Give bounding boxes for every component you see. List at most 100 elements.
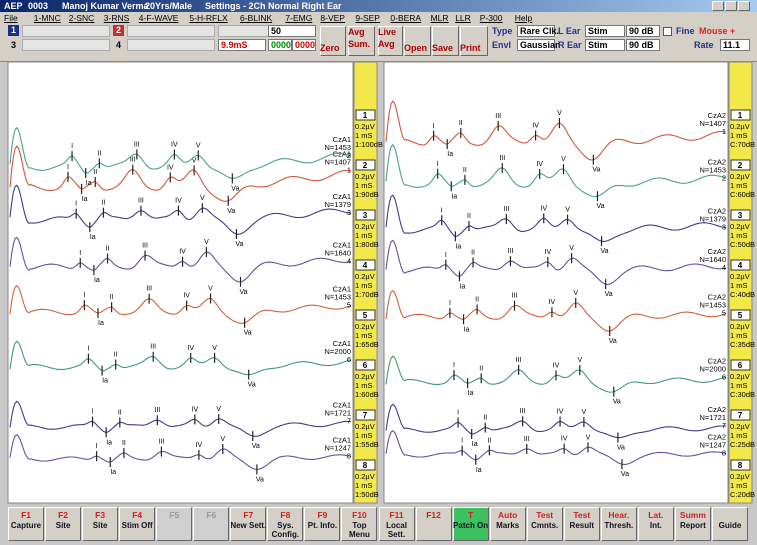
button-label[interactable]: Sum. (348, 39, 371, 49)
trace-label: N=1640 (700, 255, 726, 264)
function-key[interactable] (452, 507, 489, 541)
function-key[interactable] (8, 507, 45, 541)
menu-item[interactable]: 3-RNS (103, 13, 130, 23)
peak-label: V (573, 290, 578, 297)
label: Rate (694, 40, 714, 50)
channel-number-box (355, 459, 376, 471)
function-key[interactable] (193, 507, 230, 541)
peak-label: Ia (90, 234, 96, 241)
close-button[interactable] (738, 1, 750, 11)
peak-label: I (79, 250, 81, 257)
scale-text: 1 mS (730, 231, 748, 240)
menu-item[interactable]: LLR (455, 13, 471, 23)
channel-indicator[interactable]: 3 (10, 40, 16, 50)
menu-item[interactable]: 1-MNC (33, 13, 61, 23)
scale-text: 1 mS (730, 131, 748, 140)
peak-label: I (437, 161, 439, 168)
maximize-button[interactable] (725, 1, 737, 11)
menu-item[interactable]: 8-VEP (320, 13, 345, 23)
function-key[interactable] (119, 507, 156, 541)
button-label[interactable]: Live (378, 27, 397, 37)
button-label[interactable]: Avg (378, 39, 395, 49)
menu-bar (0, 12, 757, 24)
button-label[interactable]: Avg (348, 27, 365, 37)
menu-item[interactable]: 0-BERA (390, 13, 422, 23)
peak-label: Va (621, 471, 629, 478)
menu-item[interactable]: 2-SNC (68, 13, 95, 23)
peak-label: II (471, 249, 475, 256)
scale-column (728, 62, 753, 504)
function-key[interactable] (489, 507, 526, 541)
menu-item[interactable]: 5-H-RFLX (189, 13, 228, 23)
trace-panel (7, 62, 354, 504)
function-key[interactable] (637, 507, 674, 541)
function-key[interactable] (304, 507, 341, 541)
field: 50 (268, 25, 316, 37)
button-label[interactable]: Save (432, 43, 454, 53)
toolbar-button[interactable] (460, 26, 488, 56)
scale-text: 0.2µV (355, 422, 375, 431)
menu-item[interactable]: 7-EMG (285, 13, 313, 23)
peak-label: IV (171, 141, 178, 148)
peak-label: IV (196, 442, 203, 449)
trace-label: 5 (347, 301, 351, 310)
waveform (385, 100, 727, 161)
channel-number-box (730, 209, 751, 221)
title-text: 0003 (28, 1, 49, 11)
trace-label: 3 (347, 208, 351, 217)
menu-item[interactable]: 6-BLINK (240, 13, 273, 23)
channel-indicator[interactable]: 2 (113, 25, 124, 36)
peak-label: V (561, 156, 566, 163)
trace-label: 6 (722, 372, 726, 381)
peak-label: IV (540, 205, 547, 212)
function-key-label: Top Menu (349, 521, 370, 539)
menu-item[interactable]: 9-SEP (355, 13, 380, 23)
function-key[interactable] (711, 507, 748, 541)
channel-indicator[interactable]: 4 (115, 40, 121, 50)
button-label[interactable]: Open (404, 43, 428, 53)
toolbar-button[interactable] (432, 26, 459, 56)
toolbar-button[interactable] (320, 26, 346, 56)
menu-item[interactable]: Help (514, 13, 533, 23)
checkbox[interactable] (663, 27, 672, 36)
function-key[interactable] (341, 507, 378, 541)
scale-text: 1 mS (730, 181, 748, 190)
function-key[interactable] (563, 507, 600, 541)
button-label[interactable]: Zero (320, 43, 340, 53)
function-key[interactable] (230, 507, 267, 541)
scale-text: C:20dB (730, 490, 755, 499)
peak-label: I (449, 300, 451, 307)
function-key[interactable] (378, 507, 415, 541)
peak-label: III (516, 357, 522, 364)
peak-label: V (200, 195, 205, 202)
function-key[interactable] (600, 507, 637, 541)
toolbar-button[interactable] (404, 26, 431, 56)
function-key[interactable] (82, 507, 119, 541)
peak-label: II (475, 296, 479, 303)
menu-item[interactable]: 4-F-WAVE (138, 13, 179, 23)
toolbar-button[interactable] (378, 26, 403, 56)
menu-item[interactable]: MLR (430, 13, 449, 23)
function-key[interactable] (526, 507, 563, 541)
menu-item[interactable]: P-300 (479, 13, 503, 23)
trace-label: N=1453 (325, 143, 351, 152)
peak-label: III (508, 248, 514, 255)
scale-text: 1:60dB (355, 390, 379, 399)
button-label[interactable]: Print (460, 43, 481, 53)
scale-text: 1:70dB (355, 290, 379, 299)
function-key[interactable] (45, 507, 82, 541)
function-key[interactable] (267, 507, 304, 541)
menu-item[interactable]: File (4, 13, 18, 23)
function-key[interactable] (415, 507, 452, 541)
function-key[interactable] (156, 507, 193, 541)
function-key[interactable] (674, 507, 711, 541)
minimize-button[interactable] (712, 1, 724, 11)
function-key-name: Test (573, 510, 591, 520)
channel-indicator[interactable]: 1 (8, 25, 19, 36)
peak-label: IV (183, 293, 190, 300)
field: Stim (585, 39, 625, 51)
toolbar-button[interactable] (348, 26, 375, 56)
peak-label: IV (553, 362, 560, 369)
trace-label: CzA1 (333, 435, 351, 444)
